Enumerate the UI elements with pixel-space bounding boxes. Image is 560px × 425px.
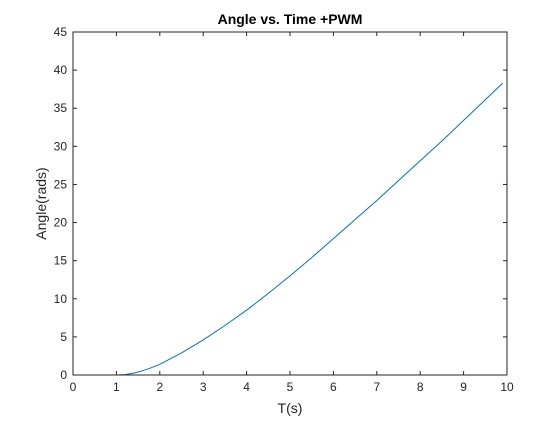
x-tick-label: 7 xyxy=(373,380,380,394)
y-tick-label: 5 xyxy=(60,330,67,344)
y-tick-label: 10 xyxy=(54,292,68,306)
x-tick-label: 3 xyxy=(200,380,207,394)
x-tick-label: 0 xyxy=(70,380,77,394)
series-layer xyxy=(73,82,504,376)
y-axis-label: Angle(rads) xyxy=(33,167,49,239)
x-tick-label: 1 xyxy=(113,380,120,394)
y-tick-label: 30 xyxy=(54,139,68,153)
plot-area-background xyxy=(73,32,507,375)
y-tick-label: 25 xyxy=(54,177,68,191)
axes-box xyxy=(72,31,508,376)
y-tick-label: 0 xyxy=(60,368,67,382)
series-line xyxy=(73,82,504,376)
x-tick-label: 8 xyxy=(417,380,424,394)
x-tick-label: 9 xyxy=(460,380,467,394)
y-tick-label: 35 xyxy=(54,101,68,115)
x-tick-label: 6 xyxy=(330,380,337,394)
chart-title: Angle vs. Time +PWM xyxy=(218,11,363,27)
y-tick-label: 40 xyxy=(54,63,68,77)
x-tick-label: 5 xyxy=(287,380,294,394)
x-tick-label: 4 xyxy=(243,380,250,394)
x-tick-label: 2 xyxy=(156,380,163,394)
x-tick-label: 10 xyxy=(500,380,514,394)
y-tick-label: 20 xyxy=(54,216,68,230)
y-tick-label: 45 xyxy=(54,25,68,39)
x-axis-label: T(s) xyxy=(278,400,303,416)
y-tick-label: 15 xyxy=(54,254,68,268)
